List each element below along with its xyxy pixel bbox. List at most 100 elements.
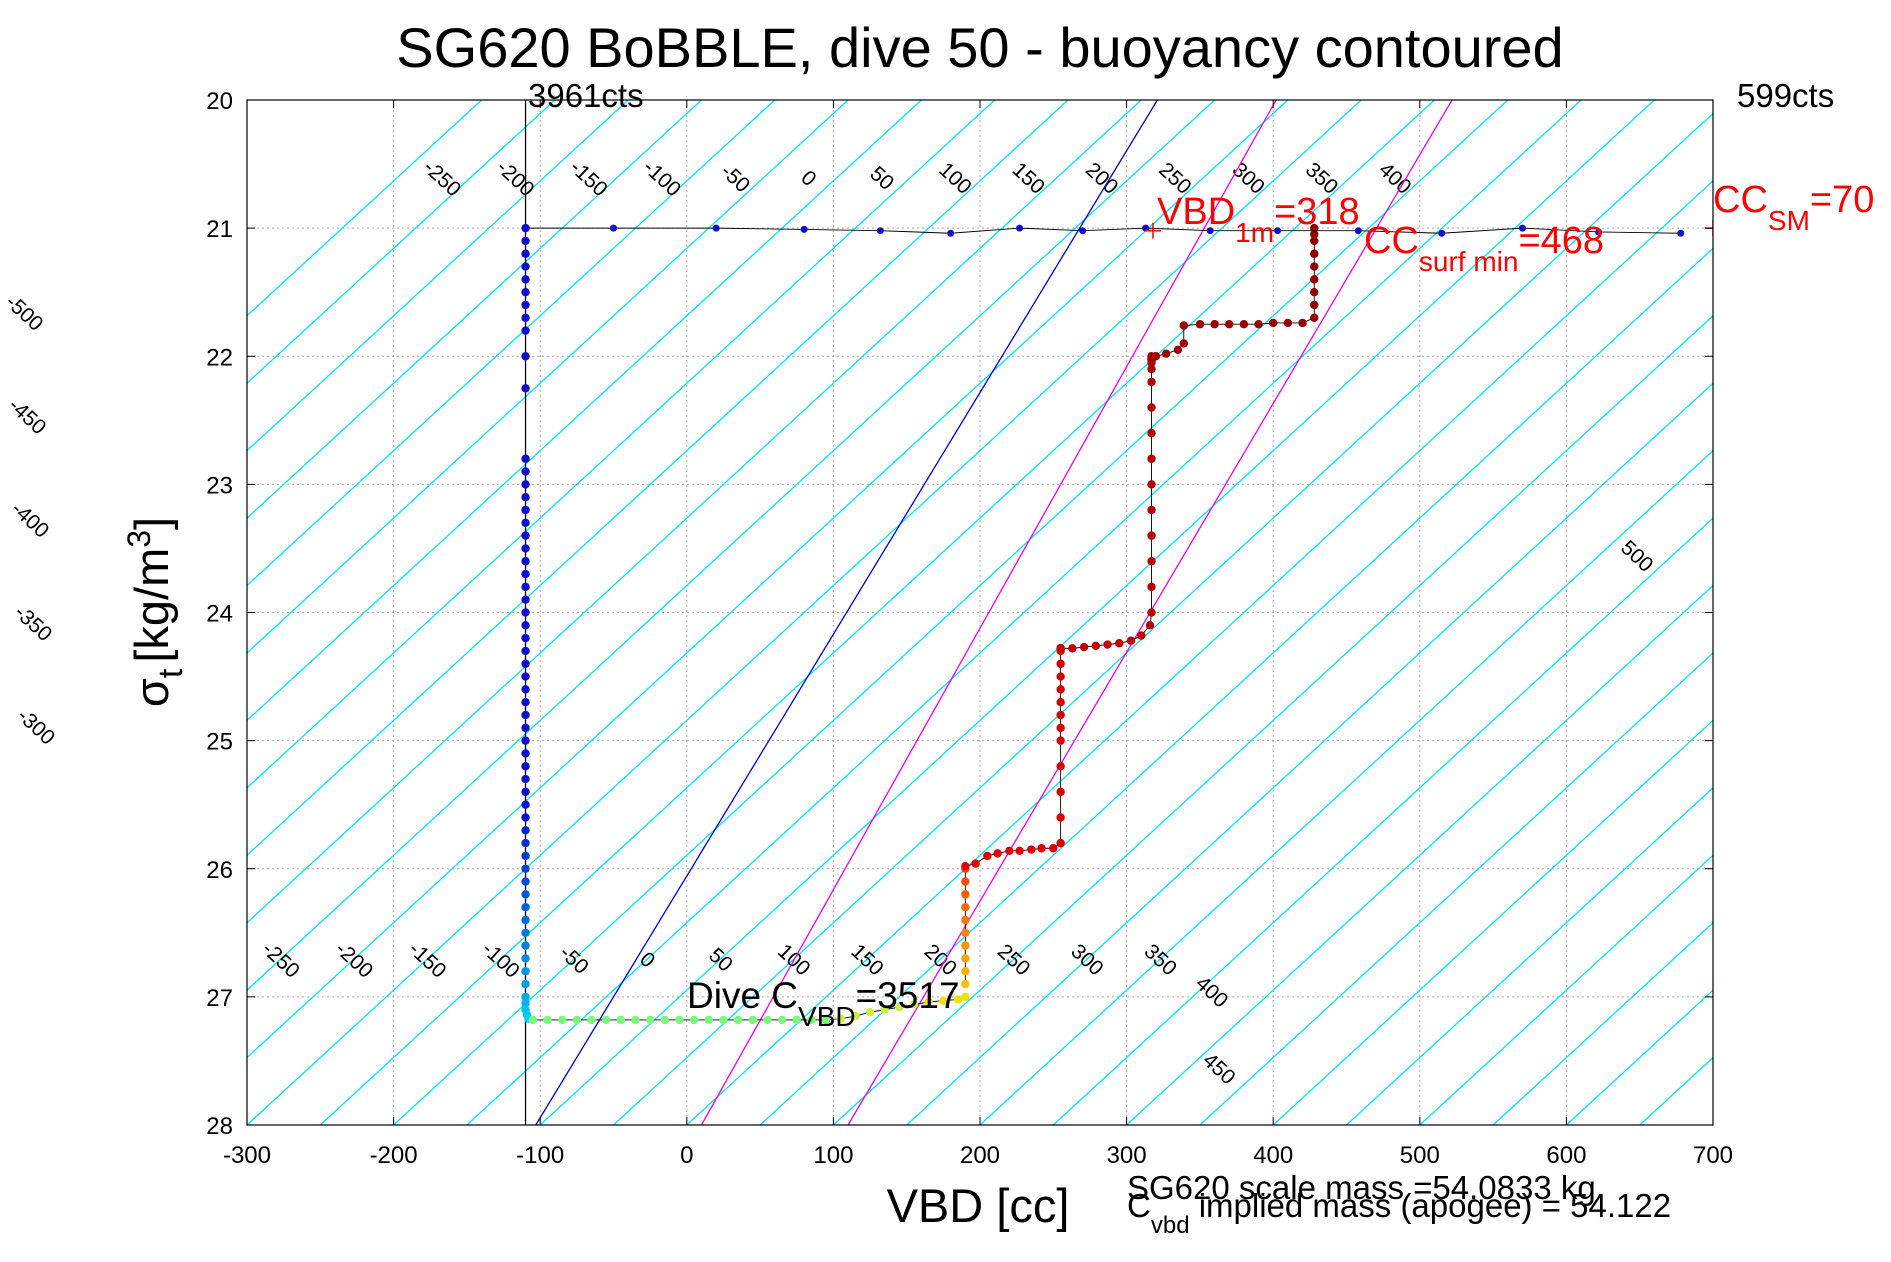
x-tick-label: 400 (1253, 1142, 1293, 1169)
data-point-ascent (1147, 428, 1156, 438)
data-point-bottom (675, 1015, 684, 1025)
data-point-ascent (1310, 300, 1319, 310)
data-point-surface (1518, 224, 1526, 232)
data-point-descent (521, 787, 530, 797)
data-point-ascent (1310, 262, 1319, 271)
vbd-1m-annotation: VBD1m=318 (1157, 191, 1360, 248)
data-point-descent_lower (521, 826, 530, 835)
data-point-bottom (836, 1014, 845, 1023)
buoyancy-contour-line (319, 100, 1435, 1125)
data-point-ascent (1091, 641, 1101, 651)
data-point-ascent_orange (961, 928, 970, 938)
data-point-surface (1354, 227, 1362, 235)
data-point-bottom (880, 1005, 889, 1014)
data-point-descent (521, 723, 530, 733)
data-point-descent (521, 518, 530, 528)
cc-surf-min-annotation: CCsurf min=468 (1364, 220, 1604, 277)
data-point-ascent_orange (961, 915, 970, 925)
data-point-ascent (1147, 505, 1156, 515)
implied-mass-value: implied mass (apogee) = 54.122 (1190, 1187, 1672, 1224)
data-point-bottom (924, 997, 933, 1007)
x-tick-label: 300 (1107, 1142, 1147, 1169)
data-point-descent (521, 621, 530, 630)
buoyancy-contour-line (832, 314, 1713, 1125)
buoyancy-contour-line (247, 100, 1142, 924)
data-point-ascent_orange (961, 890, 970, 899)
y-tick-label: 23 (206, 472, 233, 499)
y-tick-label: 20 (206, 88, 233, 115)
data-point-bottom (807, 1015, 816, 1025)
data-point-descent (521, 275, 530, 284)
data-point-surface (876, 227, 884, 235)
data-point-bottom (616, 1015, 626, 1025)
data-point-bottom (719, 1015, 728, 1025)
data-point-ascent (1056, 710, 1065, 720)
data-point-ascent (1147, 364, 1156, 374)
data-point-ascent (1254, 320, 1263, 329)
data-point-ascent (961, 861, 970, 871)
x-tick-label: 100 (813, 1142, 853, 1169)
data-point-ascent (1298, 318, 1307, 328)
series-line-surface (525, 227, 1681, 234)
data-point-descent (521, 800, 530, 809)
data-point-descent (521, 467, 530, 476)
data-point-ascent (1115, 639, 1124, 648)
implied-mass-sub: vbd (1151, 1212, 1190, 1239)
data-point-ascent (1005, 846, 1014, 856)
data-point-ascent_orange (961, 954, 970, 963)
data-point-descent_lower (521, 890, 530, 899)
data-point-ascent (1283, 318, 1293, 328)
buoyancy-contour-line (1052, 517, 1713, 1125)
implied-mass-note: Cvbd implied mass (apogee) = 54.122 (1127, 1187, 1671, 1239)
y-tick-label: 24 (206, 601, 233, 628)
buoyancy-contour-line (247, 100, 483, 317)
buoyancy-contour-line (1126, 584, 1713, 1125)
data-point-ascent (1056, 697, 1065, 707)
data-point-surface (1206, 227, 1214, 235)
data-point-ascent_orange (961, 941, 970, 950)
data-point-ascent (1056, 787, 1065, 797)
data-point-ascent (1056, 736, 1065, 745)
buoyancy-contour-line (247, 100, 1069, 857)
data-point-descent (521, 774, 530, 784)
y-tick-label: 26 (206, 857, 233, 884)
data-point-bottom (909, 1000, 919, 1009)
data-point-bottom (557, 1015, 567, 1025)
cc-surf-value: =468 (1518, 220, 1604, 262)
data-point-descent_lower (521, 999, 530, 1008)
data-point-ascent (1056, 659, 1065, 668)
data-point-descent (521, 557, 530, 566)
data-point-ascent (993, 849, 1002, 858)
data-point-ascent (1151, 352, 1161, 361)
data-point-descent (521, 659, 530, 668)
data-point-ascent (1310, 249, 1319, 258)
x-tick-label: 700 (1693, 1142, 1733, 1169)
y-axis: 20 21 22 23 24 25 26 27 28 (206, 88, 1713, 1140)
data-point-ascent (1056, 644, 1065, 653)
data-point-ascent_orange (961, 877, 970, 886)
data-point-descent_lower (521, 915, 530, 925)
chart-title: SG620 BoBBLE, dive 50 - buoyancy contour… (396, 16, 1563, 79)
data-point-ascent (1147, 454, 1156, 463)
data-point-descent (521, 505, 530, 515)
data-point-bottom (777, 1015, 787, 1025)
data-point-descent_lower (521, 941, 530, 950)
data-point-descent (521, 633, 530, 643)
data-point-surface (1016, 224, 1024, 232)
data-point-surface (712, 224, 720, 232)
data-point-descent (521, 454, 530, 463)
data-point-ascent (1147, 531, 1156, 540)
data-point-ascent_orange (961, 967, 970, 976)
data-point-ascent (1056, 838, 1065, 848)
data-point-descent_lower (521, 851, 530, 861)
data-point-descent_lower (521, 954, 530, 963)
buoyancy-contours (247, 100, 1713, 1125)
x-axis-label: VBD [cc] (887, 1179, 1070, 1232)
y-axis-label-subscript: t (152, 668, 190, 678)
data-point-surface (1438, 229, 1446, 237)
data-point-surface (1274, 227, 1282, 235)
data-point-ascent (1310, 313, 1319, 323)
data-point-ascent (1147, 377, 1156, 387)
data-point-descent (521, 762, 530, 771)
